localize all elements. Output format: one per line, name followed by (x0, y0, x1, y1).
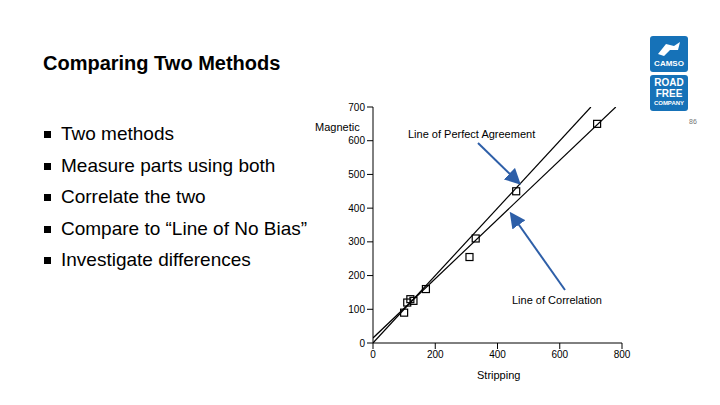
html-text:Two methods: Two methods (61, 123, 174, 144)
svg-text:400: 400 (489, 349, 506, 360)
html-text:CAMSO: CAMSO (654, 59, 684, 68)
svg-text:500: 500 (348, 169, 365, 180)
html-text:Comparing Two Methods: Comparing Two Methods (43, 52, 281, 74)
svg-text:600: 600 (551, 349, 568, 360)
svg-text:600: 600 (348, 135, 365, 146)
svg-text:0: 0 (370, 349, 376, 360)
svg-text:200: 200 (348, 270, 365, 281)
svg-text:100: 100 (348, 304, 365, 315)
svg-text:800: 800 (614, 349, 631, 360)
html-text:Measure parts using both: Measure parts using both (61, 154, 276, 176)
html-text:86: 86 (689, 118, 697, 125)
html-text:Investigate differences: Investigate differences (61, 249, 251, 270)
html-text:Line of Correlation: Line of Correlation (512, 294, 602, 306)
html-text:Stripping: Stripping (477, 369, 521, 381)
html-text:COMPANY: COMPANY (653, 100, 685, 106)
svg-text:300: 300 (348, 236, 365, 247)
html-text:FREE: FREE (655, 88, 683, 99)
svg-text:400: 400 (348, 203, 365, 214)
svg-text:700: 700 (348, 102, 365, 113)
svg-text:0: 0 (359, 338, 365, 349)
html-text:Line of Perfect Agreement: Line of Perfect Agreement (408, 128, 536, 140)
html-text:ROAD: ROAD (654, 77, 684, 88)
html-text:Compare to “Line of No Bias”: Compare to “Line of No Bias” (61, 217, 308, 239)
svg-text:200: 200 (427, 349, 444, 360)
html-text:Correlate the two: Correlate the two (61, 186, 206, 207)
html-text:Magnetic: Magnetic (315, 121, 360, 133)
